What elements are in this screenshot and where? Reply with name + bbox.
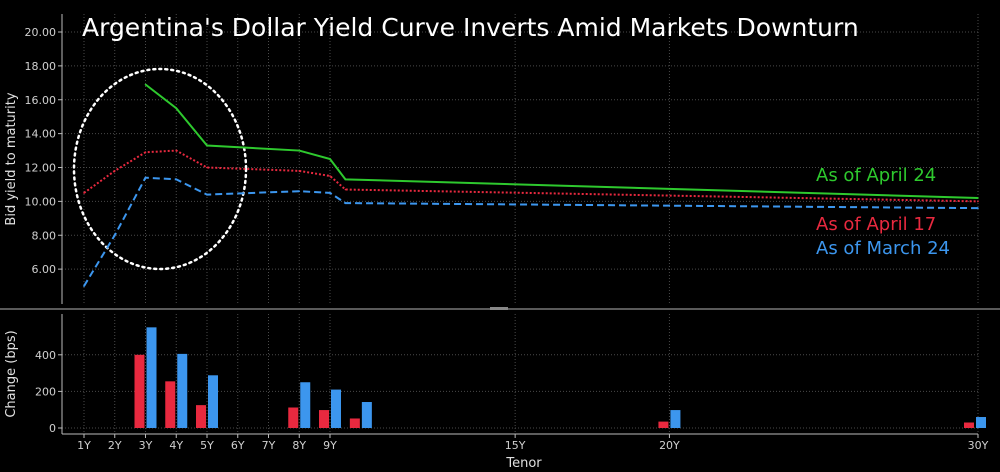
xtick-label: 2Y xyxy=(108,439,122,452)
series-point-2 xyxy=(144,176,147,179)
series-label-1: As of April 17 xyxy=(816,214,936,235)
y-axis-title-bottom: Change (bps) xyxy=(4,330,19,417)
series-point-0 xyxy=(175,107,178,110)
panel-divider-handle xyxy=(490,307,508,310)
chart-title: Argentina's Dollar Yield Curve Inverts A… xyxy=(82,13,859,42)
series-point-2 xyxy=(175,178,178,181)
bar-1-20 xyxy=(670,410,681,428)
bar-1-9 xyxy=(331,389,341,428)
ytick-label-top: 6.00 xyxy=(32,263,57,276)
series-point-0 xyxy=(977,197,979,199)
series-point-2 xyxy=(344,202,347,204)
series-point-0 xyxy=(298,149,301,152)
bar-1-30 xyxy=(976,417,986,428)
series-point-1 xyxy=(83,192,85,194)
ytick-label-top: 12.00 xyxy=(25,162,57,175)
series-point-1 xyxy=(344,188,347,191)
bar-0-30 xyxy=(964,422,974,428)
bar-1-5 xyxy=(208,375,218,428)
xtick-label: 5Y xyxy=(200,439,214,452)
xtick-label: 8Y xyxy=(292,439,306,452)
series-point-2 xyxy=(206,193,208,196)
ytick-label-top: 8.00 xyxy=(32,229,57,242)
y-axis-title-top: Bid yield to maturity xyxy=(4,92,19,225)
bar-0-8 xyxy=(288,407,299,428)
bar-0-4 xyxy=(165,381,176,428)
x-axis-title: Tenor xyxy=(505,456,542,471)
bars-layer xyxy=(134,327,986,428)
annotation-layer xyxy=(72,67,248,271)
lines-layer xyxy=(83,83,979,287)
series-point-2 xyxy=(83,285,85,287)
xtick-label: 4Y xyxy=(169,439,183,452)
highlight-circle xyxy=(72,67,248,271)
ytick-label-bottom: 0 xyxy=(49,422,56,435)
bar-1-4 xyxy=(177,353,188,428)
bar-1-10 xyxy=(361,402,372,428)
xtick-label: 9Y xyxy=(323,439,337,452)
series-line-1 xyxy=(83,149,979,203)
series-point-2 xyxy=(113,234,116,237)
xtick-label: 3Y xyxy=(139,439,153,452)
series-label-2: As of March 24 xyxy=(816,238,950,259)
bar-0-10 xyxy=(349,418,360,428)
series-point-2 xyxy=(298,190,301,193)
bar-0-9 xyxy=(319,410,329,428)
series-point-2 xyxy=(977,207,979,209)
ytick-label-top: 10.00 xyxy=(25,195,57,208)
series-point-2 xyxy=(329,192,331,194)
series-point-1 xyxy=(175,149,178,152)
ytick-label-top: 20.00 xyxy=(25,26,57,39)
xtick-label: 30Y xyxy=(968,439,989,452)
series-point-1 xyxy=(298,170,301,172)
series-point-0 xyxy=(206,144,208,147)
ytick-label-top: 18.00 xyxy=(25,60,57,73)
series-point-1 xyxy=(113,170,116,172)
ytick-label-bottom: 200 xyxy=(35,385,56,398)
series-point-0 xyxy=(144,83,147,86)
xtick-label: 7Y xyxy=(262,439,276,452)
series-point-1 xyxy=(329,175,331,177)
ytick-label-top: 16.00 xyxy=(25,94,57,107)
xtick-label: 1Y xyxy=(77,439,91,452)
series-point-1 xyxy=(977,200,979,203)
bar-0-5 xyxy=(196,405,206,428)
xtick-label: 20Y xyxy=(659,439,680,452)
xtick-label: 15Y xyxy=(505,439,526,452)
series-point-1 xyxy=(144,151,147,154)
axes-layer: 6.00 8.00 10.00 12.00 14.00 16.00 18.00 20.00 0 2… xyxy=(0,14,1000,471)
xtick-label: 6Y xyxy=(231,439,245,452)
bar-1-3 xyxy=(146,327,157,428)
ytick-label-bottom: 400 xyxy=(35,349,56,362)
series-label-0: As of April 24 xyxy=(816,165,936,186)
bar-1-8 xyxy=(300,382,311,428)
series-point-0 xyxy=(329,158,331,160)
grid-layer xyxy=(62,14,979,434)
series-point-1 xyxy=(206,166,208,169)
series-point-0 xyxy=(344,178,347,181)
ytick-label-top: 14.00 xyxy=(25,128,57,141)
bar-0-3 xyxy=(134,354,145,428)
labels-layer: As of April 24 As of April 17 As of March … xyxy=(816,165,950,259)
bar-0-20 xyxy=(658,421,669,428)
